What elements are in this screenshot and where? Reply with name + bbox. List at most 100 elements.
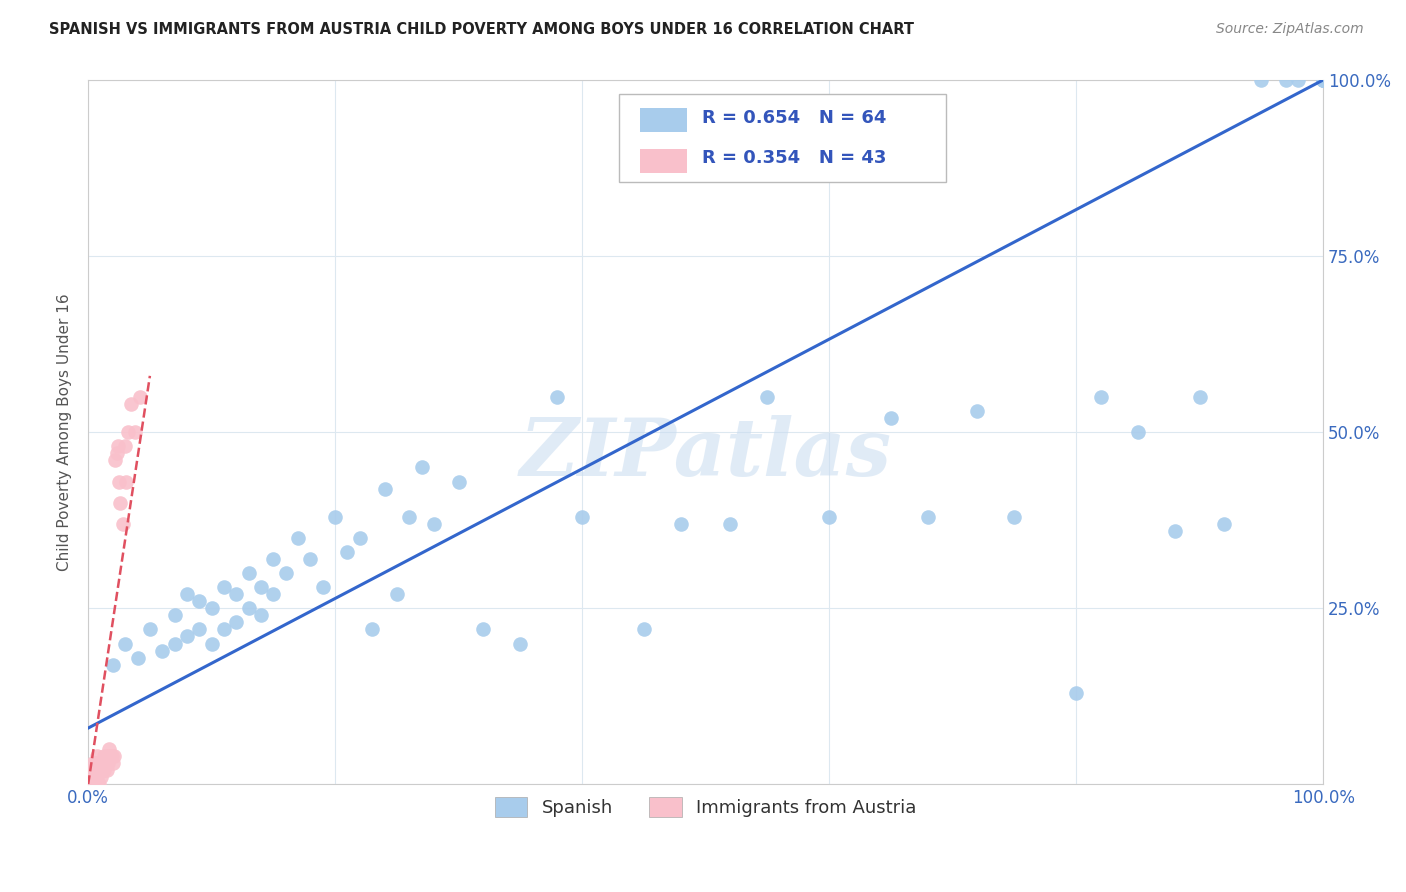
Point	[880, 411, 903, 425]
Point	[110, 496, 132, 510]
Point	[124, 425, 146, 440]
Point	[97, 756, 120, 771]
Point	[96, 764, 118, 778]
FancyBboxPatch shape	[640, 149, 688, 173]
Point	[1164, 524, 1187, 538]
Point	[1002, 509, 1025, 524]
Point	[1188, 390, 1211, 404]
Point	[111, 516, 134, 531]
Point	[571, 509, 593, 524]
Point	[120, 397, 142, 411]
Point	[262, 587, 284, 601]
Point	[447, 475, 470, 489]
Point	[411, 460, 433, 475]
Point	[93, 764, 115, 778]
Point	[176, 630, 198, 644]
Point	[1250, 73, 1272, 87]
Point	[79, 777, 101, 791]
Point	[117, 425, 139, 440]
Point	[509, 636, 531, 650]
Point	[374, 482, 396, 496]
Point	[201, 636, 224, 650]
Point	[114, 439, 136, 453]
Point	[83, 777, 105, 791]
Point	[104, 453, 127, 467]
Point	[87, 764, 110, 778]
Point	[398, 509, 420, 524]
Point	[96, 749, 118, 764]
Text: ZIPatlas: ZIPatlas	[520, 415, 891, 492]
Point	[188, 623, 211, 637]
Point	[101, 756, 124, 771]
Point	[176, 587, 198, 601]
Point	[1312, 73, 1334, 87]
Point	[101, 657, 124, 672]
Point	[201, 601, 224, 615]
Point	[100, 749, 122, 764]
Point	[1286, 73, 1309, 87]
Point	[250, 608, 273, 623]
Point	[818, 509, 841, 524]
Point	[917, 509, 939, 524]
Point	[93, 749, 115, 764]
Point	[98, 742, 121, 756]
Point	[312, 580, 335, 594]
Y-axis label: Child Poverty Among Boys Under 16: Child Poverty Among Boys Under 16	[58, 293, 72, 571]
Point	[718, 516, 741, 531]
Point	[212, 623, 235, 637]
Point	[115, 475, 138, 489]
Point	[225, 587, 247, 601]
Text: Source: ZipAtlas.com: Source: ZipAtlas.com	[1216, 22, 1364, 37]
Point	[385, 587, 408, 601]
Point	[238, 566, 260, 580]
Point	[546, 390, 568, 404]
Text: R = 0.354   N = 43: R = 0.354 N = 43	[702, 149, 886, 168]
Point	[238, 601, 260, 615]
Point	[129, 390, 152, 404]
Point	[472, 623, 495, 637]
Legend: Spanish, Immigrants from Austria: Spanish, Immigrants from Austria	[488, 789, 924, 825]
Point	[212, 580, 235, 594]
Point	[262, 552, 284, 566]
Point	[89, 777, 111, 791]
Point	[83, 764, 105, 778]
FancyBboxPatch shape	[619, 94, 946, 182]
Point	[225, 615, 247, 630]
Point	[1213, 516, 1236, 531]
Point	[87, 756, 110, 771]
Point	[105, 446, 128, 460]
Point	[90, 764, 112, 778]
FancyBboxPatch shape	[640, 108, 688, 132]
Point	[633, 623, 655, 637]
Point	[1275, 73, 1298, 87]
Point	[669, 516, 692, 531]
Point	[80, 771, 103, 785]
Point	[127, 650, 149, 665]
Point	[108, 475, 131, 489]
Point	[94, 756, 117, 771]
Point	[84, 777, 107, 791]
Point	[163, 636, 186, 650]
Point	[349, 531, 371, 545]
Point	[114, 636, 136, 650]
Point	[323, 509, 346, 524]
Point	[163, 608, 186, 623]
Point	[100, 749, 122, 764]
Point	[361, 623, 384, 637]
Point	[188, 594, 211, 608]
Point	[89, 764, 111, 778]
Point	[86, 749, 108, 764]
Point	[1312, 73, 1334, 87]
Point	[1312, 73, 1334, 87]
Point	[80, 764, 103, 778]
Point	[1064, 686, 1087, 700]
Point	[86, 771, 108, 785]
Point	[1312, 73, 1334, 87]
Point	[1126, 425, 1149, 440]
Point	[82, 777, 104, 791]
Point	[1090, 390, 1112, 404]
Point	[91, 756, 114, 771]
Point	[139, 623, 162, 637]
Point	[287, 531, 309, 545]
Text: R = 0.654   N = 64: R = 0.654 N = 64	[702, 109, 886, 127]
